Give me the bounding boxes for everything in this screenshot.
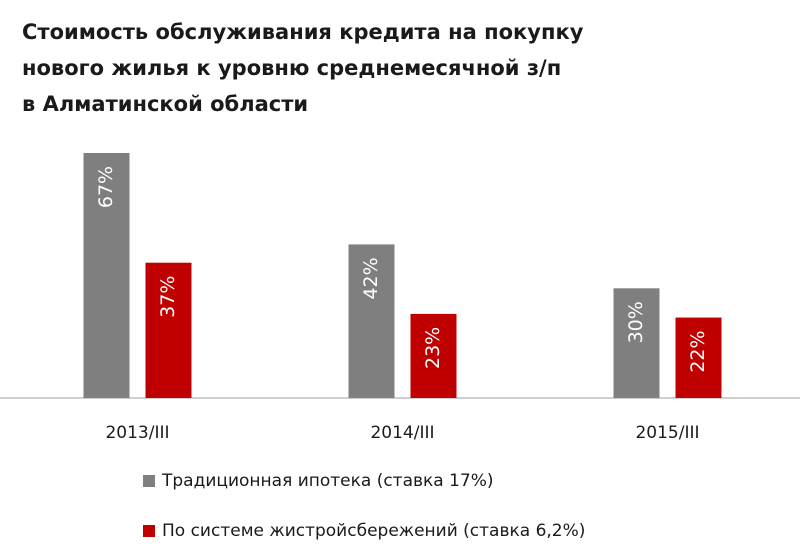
bar — [410, 313, 457, 398]
legend-swatch — [143, 525, 155, 537]
value-label: 67% — [95, 166, 117, 208]
bar — [613, 288, 660, 398]
legend-label: Традиционная ипотека (ставка 17%) — [161, 471, 494, 491]
chart-title: Стоимость обслуживания кредита на покупк… — [22, 20, 584, 116]
value-label: 30% — [625, 301, 647, 343]
value-label: 42% — [360, 257, 382, 299]
x-tick-label: 2013/III — [105, 423, 169, 443]
legend-swatch — [143, 475, 155, 487]
bar — [675, 317, 722, 398]
bar — [145, 262, 192, 398]
legend-label: По системе жистройсбережений (ставка 6,2… — [162, 521, 585, 541]
value-label: 37% — [157, 276, 179, 318]
x-tick-label: 2014/III — [370, 423, 434, 443]
value-label: 23% — [422, 327, 444, 369]
x-tick-label: 2015/III — [635, 423, 699, 443]
bar — [348, 244, 395, 398]
value-label: 22% — [687, 330, 709, 372]
bar — [83, 153, 130, 398]
